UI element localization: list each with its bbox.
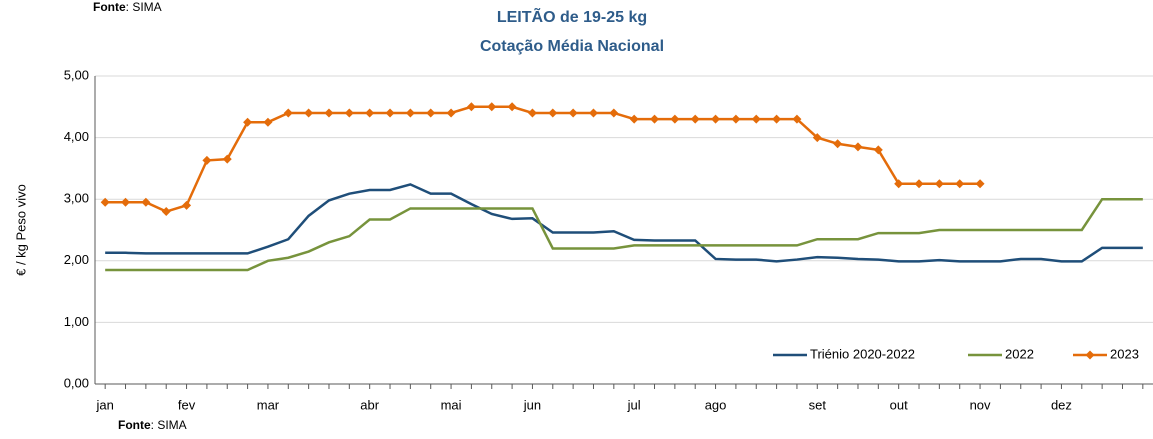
series-marker [182, 200, 192, 210]
series-marker [141, 197, 151, 207]
legend-marker [1085, 350, 1095, 360]
series-marker [121, 197, 131, 207]
series-marker [650, 114, 660, 124]
series-marker [914, 179, 924, 189]
series-marker [955, 179, 965, 189]
series-marker [283, 108, 293, 118]
x-tick-label: mai [441, 397, 462, 412]
x-tick-label: jan [95, 397, 113, 412]
y-tick-label: 3,00 [64, 191, 89, 206]
series-marker [202, 155, 212, 165]
series-marker [853, 142, 863, 152]
x-tick-label: mar [257, 397, 280, 412]
source-note: Fonte: SIMA [118, 418, 187, 432]
series-marker [629, 114, 639, 124]
x-tick-label: jul [627, 397, 641, 412]
y-tick-label: 4,00 [64, 129, 89, 144]
source-note: Fonte: SIMA [93, 0, 162, 14]
legend-label: Triénio 2020-2022 [810, 346, 915, 361]
series-marker [690, 114, 700, 124]
series-marker [792, 114, 802, 124]
y-tick-label: 1,00 [64, 314, 89, 329]
series-marker [548, 108, 558, 118]
series-marker [466, 102, 476, 112]
series-marker [711, 114, 721, 124]
series-line [105, 197, 1143, 272]
x-tick-label: nov [970, 397, 991, 412]
source-text: : SIMA [126, 0, 162, 14]
source-text: : SIMA [151, 418, 187, 432]
series-marker [243, 117, 253, 127]
y-tick-label: 0,00 [64, 375, 89, 390]
x-tick-label: set [809, 397, 827, 412]
legend-label: 2023 [1110, 346, 1139, 361]
series-marker [100, 197, 110, 207]
series-line [105, 183, 1143, 263]
series-marker [975, 179, 985, 189]
x-tick-label: ago [705, 397, 727, 412]
series-marker [812, 133, 822, 143]
x-tick-label: abr [360, 397, 379, 412]
series-marker [894, 179, 904, 189]
series-marker [670, 114, 680, 124]
series-marker [751, 114, 761, 124]
series-marker [263, 117, 273, 127]
chart-title: LEITÃO de 19-25 kg [497, 6, 647, 26]
series-marker [487, 102, 497, 112]
series-marker [731, 114, 741, 124]
series-marker [934, 179, 944, 189]
series-line [105, 105, 981, 213]
series-marker [588, 108, 598, 118]
series-marker [324, 108, 334, 118]
source-label: Fonte [118, 418, 151, 432]
series-marker [365, 108, 375, 118]
y-tick-label: 2,00 [64, 252, 89, 267]
x-tick-label: out [890, 397, 908, 412]
series-marker [344, 108, 354, 118]
x-tick-label: fev [178, 397, 196, 412]
x-tick-label: dez [1051, 397, 1072, 412]
series-marker [772, 114, 782, 124]
series-marker [304, 108, 314, 118]
series-marker [609, 108, 619, 118]
source-label: Fonte [93, 0, 126, 14]
y-axis-label: € / kg Peso vivo [13, 184, 28, 276]
series-marker [405, 108, 415, 118]
y-tick-label: 5,00 [64, 67, 89, 82]
series-marker [833, 139, 843, 149]
series-marker [527, 108, 537, 118]
chart-subtitle: Cotação Média Nacional [480, 38, 664, 55]
series-marker [222, 154, 232, 164]
legend-label: 2022 [1005, 346, 1034, 361]
series-marker [446, 108, 456, 118]
series-marker [507, 102, 517, 112]
series-marker [161, 207, 171, 217]
series-marker [385, 108, 395, 118]
x-tick-label: jun [523, 397, 541, 412]
series-marker [426, 108, 436, 118]
series-marker [568, 108, 578, 118]
series-marker [873, 145, 883, 155]
